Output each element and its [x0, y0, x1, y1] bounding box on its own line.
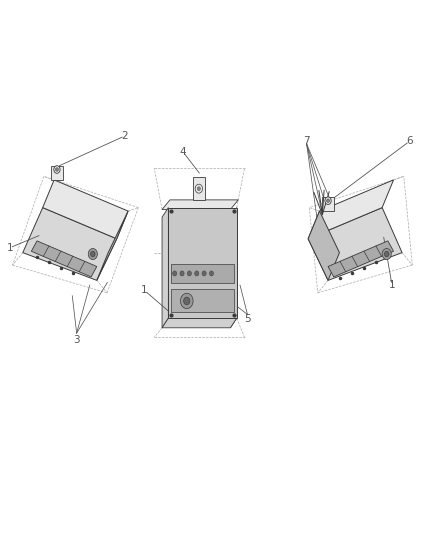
Bar: [171, 264, 234, 283]
Circle shape: [91, 251, 95, 257]
Circle shape: [382, 248, 391, 260]
Circle shape: [325, 197, 331, 205]
Text: 1: 1: [389, 280, 396, 290]
Circle shape: [54, 166, 60, 173]
Circle shape: [187, 271, 191, 276]
Circle shape: [202, 271, 206, 276]
Text: 4: 4: [180, 147, 187, 157]
Polygon shape: [230, 207, 237, 328]
Polygon shape: [97, 211, 128, 280]
Circle shape: [195, 184, 202, 193]
Polygon shape: [32, 241, 97, 277]
Polygon shape: [308, 208, 402, 280]
Circle shape: [197, 187, 201, 191]
Bar: [193, 177, 205, 200]
Circle shape: [184, 297, 190, 305]
Polygon shape: [51, 166, 63, 180]
Polygon shape: [162, 207, 168, 328]
Circle shape: [385, 251, 389, 257]
Polygon shape: [162, 200, 238, 209]
Polygon shape: [308, 211, 339, 280]
Circle shape: [180, 293, 193, 309]
Text: 2: 2: [121, 131, 128, 141]
Circle shape: [194, 271, 199, 276]
Circle shape: [173, 271, 177, 276]
Circle shape: [327, 199, 329, 203]
Circle shape: [209, 271, 214, 276]
Circle shape: [88, 248, 97, 260]
Polygon shape: [308, 180, 393, 239]
Text: 1: 1: [6, 243, 13, 253]
Polygon shape: [42, 180, 128, 239]
Polygon shape: [23, 208, 117, 280]
Text: 7: 7: [303, 136, 310, 146]
Text: 6: 6: [406, 136, 413, 146]
Text: 3: 3: [73, 335, 80, 344]
Circle shape: [180, 271, 184, 276]
Circle shape: [56, 168, 58, 171]
Text: 1: 1: [141, 286, 148, 295]
Polygon shape: [328, 241, 393, 277]
Text: 5: 5: [244, 314, 251, 324]
Polygon shape: [162, 318, 237, 328]
Bar: [168, 207, 237, 318]
Polygon shape: [322, 197, 334, 211]
Bar: [171, 289, 234, 312]
